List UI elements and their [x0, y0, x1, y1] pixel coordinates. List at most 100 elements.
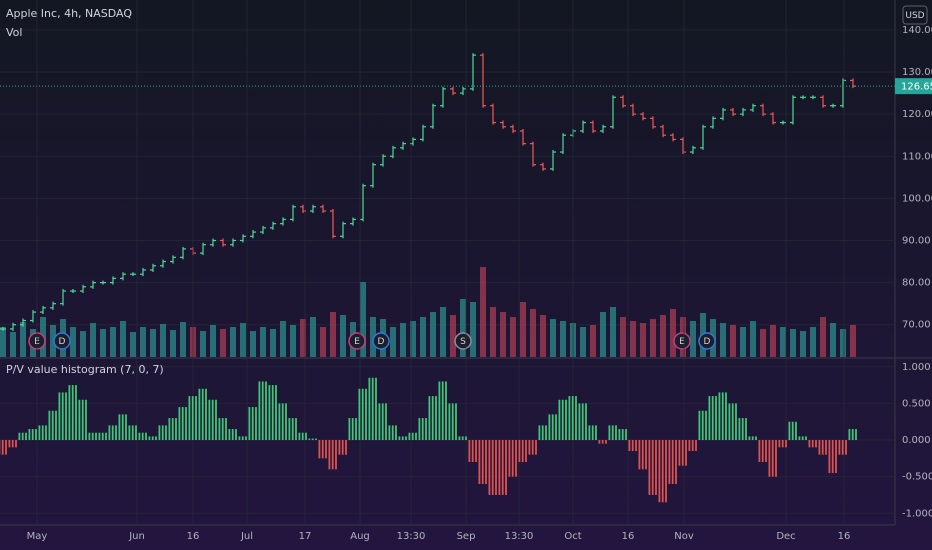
histogram-bar	[175, 418, 177, 441]
histogram-bar	[268, 385, 271, 441]
histogram-bar	[768, 440, 771, 477]
price-bar	[340, 221, 346, 239]
histogram-bar	[345, 440, 347, 455]
histogram-bar	[291, 418, 294, 441]
volume-bar	[420, 317, 426, 357]
y-tick-label: -0.500	[902, 472, 932, 483]
price-bar	[740, 107, 746, 117]
histogram-bar	[558, 399, 561, 441]
histogram-bar	[281, 403, 284, 441]
y-tick-label: 90.00	[902, 235, 931, 246]
price-bar	[550, 150, 556, 171]
event-label: S	[460, 337, 466, 347]
histogram-bar	[588, 425, 591, 441]
histogram-bar	[378, 403, 381, 441]
x-tick-label: Oct	[564, 531, 581, 542]
histogram-bar	[225, 418, 227, 441]
price-bar	[280, 217, 286, 226]
price-bar	[130, 272, 136, 277]
histogram-bar	[695, 440, 697, 452]
price-bar	[260, 225, 266, 235]
histogram-bar	[488, 440, 491, 495]
last-price-box	[895, 78, 932, 95]
histogram-bar	[245, 436, 247, 441]
histogram-bar	[801, 436, 804, 441]
price-bar	[830, 103, 836, 108]
histogram-bar	[765, 440, 767, 463]
price-bar	[50, 301, 56, 310]
histogram-bar	[548, 414, 551, 441]
histogram-bar	[398, 436, 401, 441]
histogram-bar	[285, 403, 287, 441]
volume-bar	[770, 325, 776, 357]
currency-box[interactable]	[902, 5, 928, 25]
volume-bar	[330, 312, 336, 357]
price-bar	[140, 267, 146, 277]
histogram-bar	[575, 396, 577, 441]
price-bar	[370, 162, 376, 188]
histogram-bar	[595, 425, 597, 441]
price-bar	[240, 234, 246, 243]
price-bar	[210, 238, 216, 247]
last-price-label: 126.65	[901, 82, 932, 93]
histogram-bar	[65, 392, 67, 441]
x-tick-label: Dec	[776, 531, 795, 542]
histogram-bar	[121, 414, 124, 441]
histogram-bar	[211, 399, 214, 441]
histogram-bar	[848, 429, 851, 441]
histogram-bar	[135, 425, 137, 441]
histogram-bar	[798, 436, 801, 441]
histogram-bar	[95, 432, 97, 441]
histogram-bar	[781, 440, 784, 448]
volume-bar	[10, 332, 16, 357]
histogram-bar	[181, 407, 184, 441]
x-tick-label: Jun	[128, 531, 145, 542]
volume-bar	[290, 325, 296, 357]
currency-label[interactable]: USD	[905, 11, 924, 21]
histogram-bar	[835, 440, 837, 473]
histogram-bar	[278, 403, 281, 441]
price-bar	[310, 204, 316, 214]
histogram-bar	[238, 436, 241, 441]
histogram-bar	[471, 440, 474, 463]
volume-bar	[600, 312, 606, 357]
volume-bar	[120, 321, 126, 357]
volume-bar	[550, 319, 556, 357]
histogram-bar	[515, 440, 517, 477]
histogram-bar	[31, 429, 34, 441]
histogram-bar	[315, 438, 317, 441]
volume-bar	[410, 321, 416, 357]
histogram-bar	[51, 410, 54, 441]
histogram-bar	[321, 440, 324, 459]
histogram-bar	[71, 385, 74, 441]
volume-bar	[520, 302, 526, 357]
histogram-bar	[498, 440, 501, 495]
histogram-bar	[261, 381, 264, 441]
volume-bar	[560, 321, 566, 357]
histogram-bar	[648, 440, 651, 495]
histogram-bar	[248, 407, 251, 441]
histogram-bar	[208, 399, 211, 441]
x-tick-label: 13:30	[397, 531, 426, 542]
histogram-bar	[228, 429, 231, 441]
histogram-bar	[728, 403, 731, 441]
volume-bar	[90, 323, 96, 357]
histogram-bar	[431, 396, 434, 441]
histogram-bar	[505, 440, 507, 495]
histogram-bar	[585, 403, 587, 441]
histogram-bar	[745, 418, 747, 441]
histogram-bar	[605, 440, 607, 444]
histogram-bar	[525, 440, 527, 463]
volume-bar	[720, 323, 726, 357]
histogram-bar	[125, 414, 127, 441]
y-tick-label: 110.00	[902, 151, 932, 162]
histogram-bar	[845, 440, 847, 455]
histogram-bar	[775, 440, 777, 477]
volume-bar	[640, 323, 646, 357]
volume-bar	[310, 317, 316, 357]
histogram-bar	[701, 410, 704, 441]
histogram-bar	[698, 410, 701, 441]
x-tick-label: Aug	[350, 531, 370, 542]
histogram-bar	[581, 403, 584, 441]
histogram-bar	[201, 388, 204, 441]
